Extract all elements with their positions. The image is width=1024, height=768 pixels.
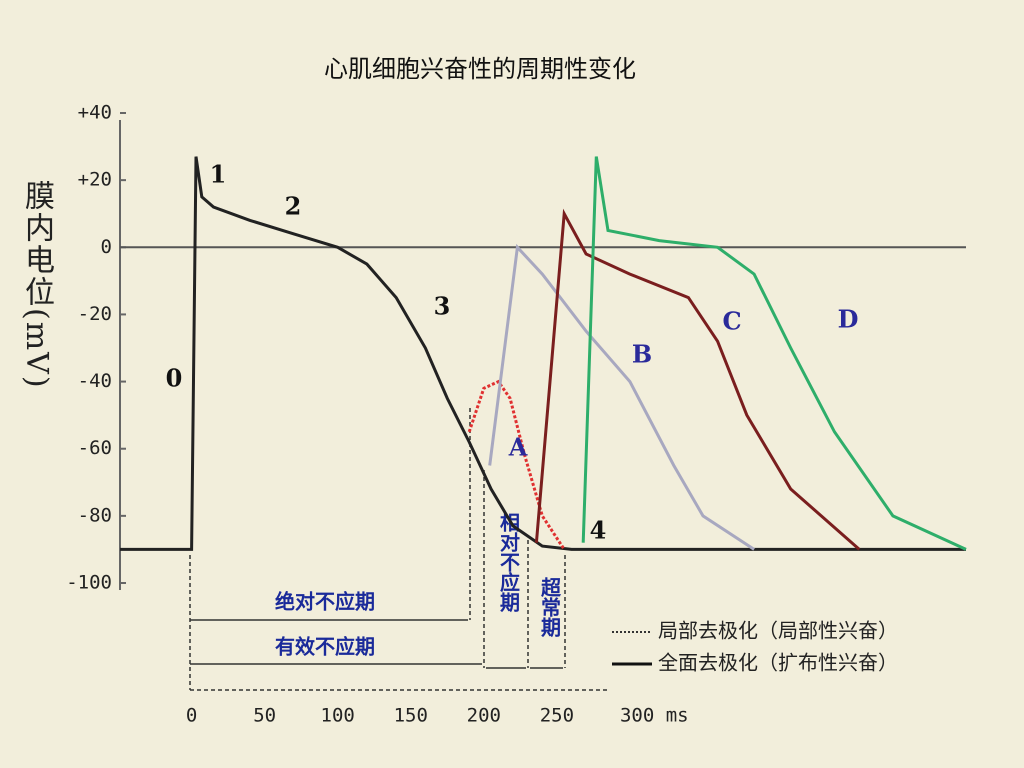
- legend-label: 全面去极化（扩布性兴奋）: [658, 651, 898, 675]
- legend-label: 局部去极化（局部性兴奋）: [658, 619, 898, 643]
- chart-title: 心肌细胞兴奋性的周期性变化: [324, 55, 636, 83]
- x-tick-label: 0: [186, 705, 197, 727]
- series-label: A: [508, 433, 528, 462]
- phase-label: 2: [285, 192, 302, 221]
- y-label-text: 膜内电位: [19, 180, 54, 308]
- y-tick-label: +40: [78, 102, 112, 124]
- y-axis-label: 膜内电位(mV): [14, 180, 58, 390]
- phase-label: 1: [210, 160, 227, 189]
- y-tick-label: -40: [78, 370, 112, 392]
- series-label: D: [838, 305, 859, 334]
- y-tick-label: -20: [78, 303, 112, 325]
- series-line: [534, 208, 861, 551]
- period-label: 绝对不应期: [275, 590, 375, 614]
- y-tick-label: 0: [101, 236, 112, 258]
- phase-label: 0: [166, 364, 183, 393]
- x-tick-label: 250: [540, 705, 574, 727]
- x-tick-label: 200: [467, 705, 501, 727]
- y-tick-label: -80: [78, 504, 112, 526]
- period-arrows: [190, 619, 563, 669]
- y-tick-label: +20: [78, 169, 112, 191]
- guides: [189, 408, 610, 691]
- phase-label: 4: [590, 516, 607, 545]
- x-tick-label: 150: [394, 705, 428, 727]
- y-tick-label: -60: [78, 437, 112, 459]
- x-tick-label: 300 ms: [620, 705, 689, 727]
- period-label: 有效不应期: [275, 635, 375, 659]
- period-label: 相对不应期: [497, 511, 521, 613]
- series-line: [467, 379, 566, 551]
- series-line: [488, 243, 755, 551]
- series-line: [581, 156, 967, 551]
- y-tick-label: -100: [66, 572, 112, 594]
- series-label: B: [632, 340, 652, 369]
- period-label: 超常期: [538, 576, 562, 638]
- series-label: C: [722, 307, 741, 336]
- phase-label: 3: [434, 292, 451, 321]
- series-line: [120, 156, 966, 551]
- x-tick-label: 50: [253, 705, 276, 727]
- y-label-unit: (mV): [19, 308, 54, 390]
- x-tick-label: 100: [321, 705, 355, 727]
